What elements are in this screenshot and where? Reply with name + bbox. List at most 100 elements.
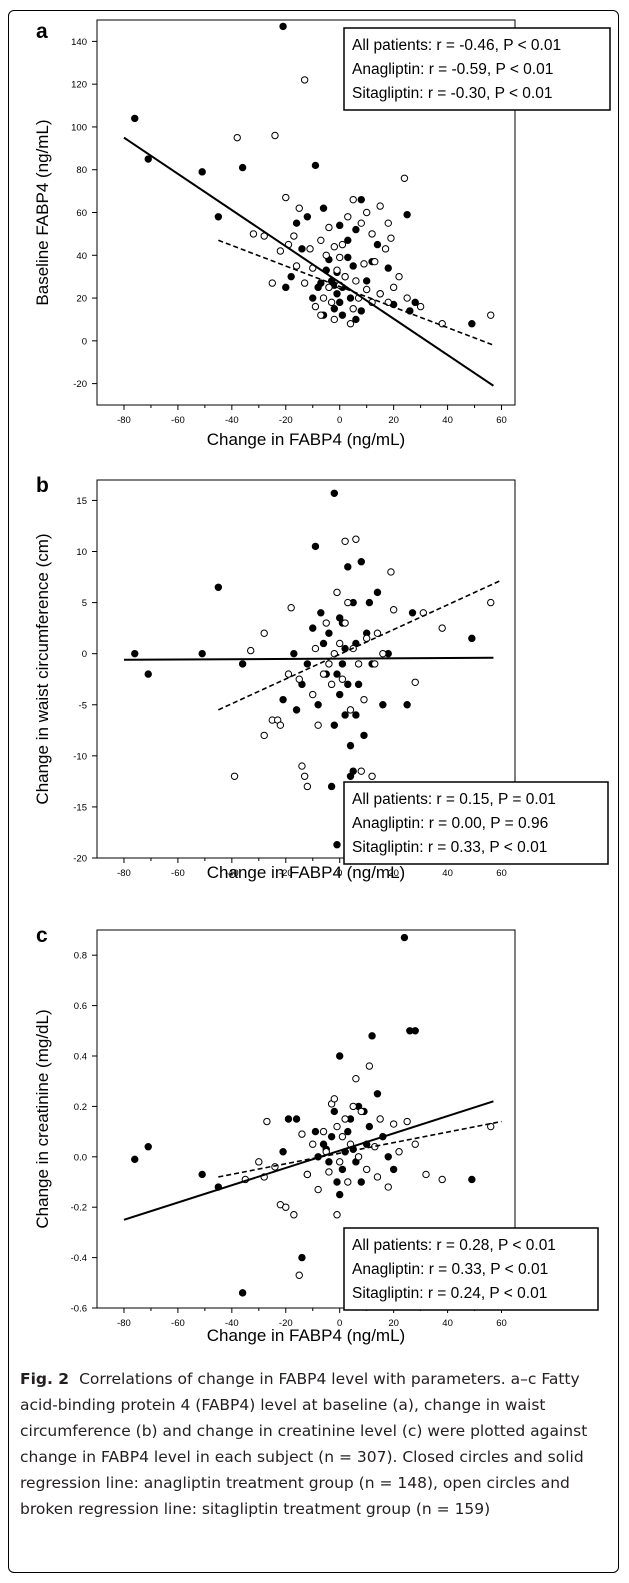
sitagliptin-point xyxy=(362,634,371,643)
sitagliptin-point xyxy=(292,262,301,270)
sitagliptin-point xyxy=(300,76,309,84)
stats-line: Anagliptin: r = 0.33, P < 0.01 xyxy=(352,1261,548,1278)
sitagliptin-point xyxy=(354,660,363,668)
anagliptin-point xyxy=(352,711,360,719)
sitagliptin-point xyxy=(338,675,347,683)
x-tick-label: -20 xyxy=(279,868,293,879)
sitagliptin-point xyxy=(317,311,325,319)
sitagliptin-point xyxy=(284,670,293,678)
sitagliptin-point xyxy=(311,302,320,311)
sitagliptin-point xyxy=(384,219,392,227)
anagliptin-point xyxy=(403,701,411,709)
anagliptin-regression-line xyxy=(123,136,494,387)
sitagliptin-point xyxy=(403,1117,411,1126)
sitagliptin-point xyxy=(349,195,357,204)
anagliptin-point xyxy=(330,721,339,729)
sitagliptin-point xyxy=(333,588,341,597)
sitagliptin-point xyxy=(411,678,419,686)
x-tick-label: 60 xyxy=(496,1318,507,1329)
sitagliptin-point xyxy=(233,133,241,142)
anagliptin-point xyxy=(368,1032,376,1040)
panel-label: a xyxy=(36,20,48,43)
anagliptin-point xyxy=(336,221,344,230)
y-tick-label: -0.4 xyxy=(71,1253,87,1264)
sitagliptin-point xyxy=(325,660,333,668)
y-tick-label: 40 xyxy=(76,251,87,262)
anagliptin-point xyxy=(330,489,339,497)
anagliptin-point xyxy=(346,741,355,750)
scatter-panel-c: c -80 -60 -40 -20 0 20 40 60 -0.6 -0.4 -0.2 0.0 0.2 0.… xyxy=(33,924,599,1345)
sitagliptin-point xyxy=(341,537,349,545)
sitagliptin-point xyxy=(314,1185,322,1194)
anagliptin-point xyxy=(198,649,206,658)
anagliptin-point xyxy=(330,1107,339,1116)
anagliptin-point xyxy=(362,277,371,285)
sitagliptin-point xyxy=(303,1170,312,1179)
anagliptin-point xyxy=(341,711,349,719)
y-tick-label: -20 xyxy=(73,854,87,865)
sitagliptin-point xyxy=(327,298,336,307)
sitagliptin-point xyxy=(376,1115,384,1123)
anagliptin-point xyxy=(379,701,387,709)
sitagliptin-point xyxy=(371,257,379,266)
sitagliptin-point xyxy=(371,660,379,668)
sitagliptin-point xyxy=(247,646,255,655)
y-tick-label: 60 xyxy=(76,208,87,219)
anagliptin-point xyxy=(338,1165,347,1174)
sitagliptin-point xyxy=(381,245,390,253)
anagliptin-point xyxy=(327,1132,336,1141)
anagliptin-point xyxy=(336,298,344,307)
anagliptin-point xyxy=(290,649,298,658)
x-tick-label: 20 xyxy=(388,415,399,426)
anagliptin-point xyxy=(319,639,328,648)
sitagliptin-point xyxy=(327,680,336,689)
sitagliptin-point xyxy=(287,604,295,612)
sitagliptin-point xyxy=(341,272,349,281)
sitagliptin-point xyxy=(260,629,268,637)
anagliptin-point xyxy=(333,290,341,298)
y-tick-label: 0.0 xyxy=(74,1152,87,1163)
anagliptin-point xyxy=(238,660,247,668)
stats-line: Sitagliptin: r = 0.24, P < 0.01 xyxy=(352,1285,547,1302)
sitagliptin-point xyxy=(387,234,395,242)
sitagliptin-point xyxy=(349,305,357,313)
x-tick-label: -60 xyxy=(171,1318,185,1329)
anagliptin-point xyxy=(373,240,382,249)
anagliptin-point xyxy=(360,731,368,740)
y-tick-label: 140 xyxy=(71,37,87,48)
sitagliptin-point xyxy=(341,619,349,627)
y-tick-label: 0.8 xyxy=(74,951,87,962)
x-tick-label: 40 xyxy=(442,1318,453,1329)
sitagliptin-point xyxy=(298,762,306,770)
anagliptin-point xyxy=(317,279,325,287)
anagliptin-point xyxy=(292,706,301,714)
stats-line: Anagliptin: r = 0.00, P = 0.96 xyxy=(352,815,548,832)
sitagliptin-point xyxy=(230,772,239,780)
sitagliptin-point xyxy=(336,1158,344,1166)
sitagliptin-point xyxy=(389,1120,398,1128)
sitagliptin-point xyxy=(271,131,279,140)
sitagliptin-point xyxy=(395,272,403,281)
anagliptin-point xyxy=(346,294,355,302)
sitagliptin-point xyxy=(311,644,320,653)
y-tick-label: -20 xyxy=(73,379,87,390)
stats-line: Sitagliptin: r = -0.30, P < 0.01 xyxy=(352,85,552,102)
sitagliptin-point xyxy=(487,1122,495,1131)
figure-label: Fig. 2 xyxy=(20,1370,70,1388)
y-tick-label: 0.6 xyxy=(74,1001,87,1012)
sitagliptin-point xyxy=(365,1062,374,1070)
sitagliptin-point xyxy=(376,290,384,298)
sitagliptin-point xyxy=(314,721,322,729)
sitagliptin-point xyxy=(344,213,352,221)
sitagliptin-point xyxy=(422,1170,430,1179)
anagliptin-point xyxy=(287,272,295,281)
sitagliptin-point xyxy=(411,1140,419,1148)
sitagliptin-point xyxy=(295,204,303,212)
x-axis-label: Change in FABP4 (ng/mL) xyxy=(207,430,405,449)
sitagliptin-point xyxy=(352,535,360,543)
y-axis-label: Change in creatinine (mg/dL) xyxy=(33,1009,52,1228)
sitagliptin-point xyxy=(438,624,446,632)
anagliptin-point xyxy=(352,225,360,234)
stats-line: Sitagliptin: r = 0.33, P < 0.01 xyxy=(352,839,547,856)
sitagliptin-point xyxy=(306,245,314,253)
